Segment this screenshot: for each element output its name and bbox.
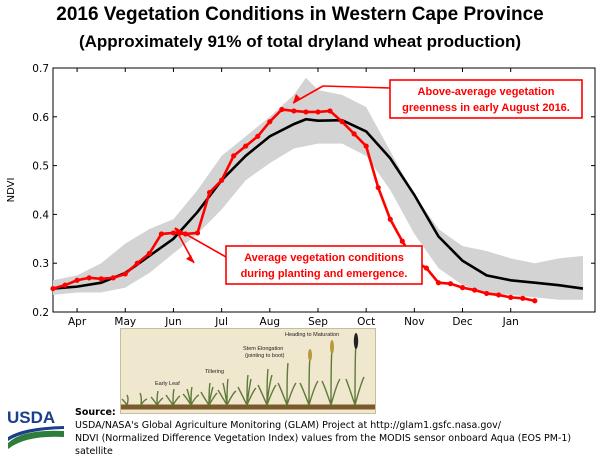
series-2016-point: [496, 292, 502, 298]
usda-logo-text: USDA: [7, 408, 55, 427]
stage-stem-elongation: Stem Elongation: [243, 346, 283, 352]
annotation-text: Average vegetation conditions: [244, 252, 404, 264]
series-2016-point: [170, 230, 177, 236]
x-tick-label: Dec: [452, 316, 473, 328]
series-2016-point: [363, 143, 369, 149]
annotation-box: [225, 245, 423, 285]
x-tick-label: Jun: [164, 316, 181, 328]
x-tick-label: Jan: [502, 316, 519, 328]
y-tick-label: 0.6: [32, 112, 49, 124]
annotation-leader: [174, 227, 227, 258]
series-2016-point: [255, 133, 261, 139]
source-line-modis: NDVI (Normalized Difference Vegetation I…: [75, 433, 572, 457]
wheat-growth-stages-illustration: Early Leaf Tillering Stem Elongation (jo…: [120, 328, 376, 414]
x-tick-label: Sep: [308, 316, 328, 328]
series-2016-point: [291, 108, 297, 114]
series-2016-point: [74, 277, 80, 283]
wheat-heads: [308, 333, 359, 361]
ndvi-chart: 0.2 0.3 0.4 0.5 0.6 0.7 NDVI Apr May Jun Jul Aug Sep…: [6, 63, 596, 328]
wheat-plants: [121, 342, 365, 406]
x-tick-label: Jul: [214, 316, 228, 328]
annotation-text: during planting and emergence.: [241, 268, 408, 280]
series-2016-point: [435, 280, 442, 286]
series-2016-point: [399, 238, 405, 244]
chart-title: 2016 Vegetation Conditions in Western Ca…: [56, 4, 544, 25]
annotation-text: greenness in early August 2016.: [402, 102, 570, 114]
annotation-text: Above-average vegetation: [418, 86, 555, 98]
series-2016-point: [110, 275, 116, 281]
series-2016-point: [484, 290, 490, 297]
series-2016-point: [315, 109, 321, 115]
series-2016-point: [267, 119, 273, 125]
series-2016-point: [375, 184, 381, 191]
series-2016-point: [423, 265, 429, 271]
y-tick-label: 0.4: [32, 209, 49, 221]
series-2016-point: [194, 230, 201, 236]
series-2016-point: [303, 109, 309, 115]
source-heading: Source:: [75, 407, 116, 418]
series-2016-point: [158, 231, 164, 237]
usda-logo-field: [8, 426, 64, 441]
stage-heading: Heading to Maturation: [285, 332, 339, 338]
series-2016-point: [327, 108, 333, 114]
x-tick-label: Aug: [260, 316, 281, 328]
y-tick-label: 0.3: [32, 258, 49, 270]
annotation-arrowhead: [186, 255, 194, 263]
series-2016-point: [231, 153, 237, 159]
y-axis-label: NDVI: [6, 178, 17, 203]
annotation-above-average: Above-average vegetation greenness in ear…: [292, 79, 583, 119]
series-2016-point: [387, 216, 393, 222]
x-tick-label: Oct: [357, 316, 375, 328]
series-2016-point: [459, 285, 466, 291]
series-2016-point: [50, 285, 56, 292]
series-average-line: [52, 117, 584, 290]
series-2016-point: [532, 298, 538, 304]
series-2016-point: [471, 287, 478, 293]
series-2016-point: [86, 275, 92, 281]
usda-logo-hills: [8, 430, 64, 449]
series-2016-point: [508, 294, 514, 300]
series-2016-point: [243, 143, 249, 149]
x-tick-label: Nov: [404, 316, 425, 328]
annotation-box: [389, 79, 583, 119]
series-2016-point: [98, 276, 104, 282]
y-tick-label: 0.5: [32, 161, 49, 173]
series-2016-point: [339, 119, 345, 125]
y-tick-label: 0.2: [32, 307, 49, 319]
x-axis: Apr May Jun Jul Aug Sep Oct Nov Dec Jan: [68, 68, 519, 328]
annotation-arrowhead: [293, 94, 301, 103]
series-2016-point: [520, 295, 526, 301]
wheat-stages-drawing: Early Leaf Tillering Stem Elongation (jo…: [121, 332, 375, 410]
series-range-band: [53, 77, 583, 300]
y-axis: 0.2 0.3 0.4 0.5 0.6 0.7: [32, 63, 595, 319]
series-2016-point: [219, 177, 225, 183]
chart-subtitle: (Approximately 91% of total dryland whea…: [78, 32, 522, 51]
series-2016-point: [279, 106, 285, 113]
annotation-arrowhead: [175, 228, 184, 237]
stage-early-leaf: Early Leaf: [155, 381, 180, 387]
series-2016-point: [122, 271, 128, 277]
annotation-leader: [322, 85, 391, 89]
series-2016-point: [447, 281, 454, 287]
stage-tillering: Tillering: [205, 369, 224, 375]
series-2016-point: [134, 260, 140, 266]
x-tick-label: May: [114, 316, 136, 328]
y-tick-label: 0.7: [32, 63, 49, 75]
series-2016-point: [351, 131, 357, 137]
source-note: Source: USDA/NASA's Global Agriculture M…: [75, 406, 595, 458]
source-line-glam: USDA/NASA's Global Agriculture Monitorin…: [75, 420, 502, 431]
stage-stem-elongation-sub: (jointing to boot): [245, 353, 285, 359]
usda-logo: USDA: [7, 408, 64, 449]
x-tick-label: Apr: [68, 316, 87, 328]
series-2016-point: [146, 250, 152, 257]
series-2016-point: [206, 189, 213, 196]
series-2016-point: [62, 282, 68, 288]
